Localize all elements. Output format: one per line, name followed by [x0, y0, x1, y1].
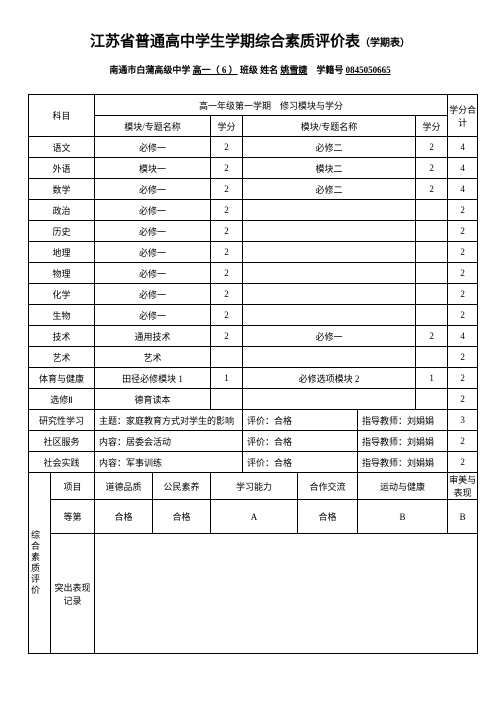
table-row: 外语模块一2模块二24: [29, 158, 478, 179]
outstanding-row: 突出表现记录: [29, 534, 478, 654]
outstanding-content: [95, 534, 478, 654]
assess-header-row: 综合素质评价 项目 道德品质 公民素养 学习能力 合作交流 运动与健康 审美与表…: [29, 473, 478, 500]
table-row: 化学必修一22: [29, 284, 478, 305]
research-row: 研究性学习 主题：家庭教育方式对学生的影响 评价：合格 指导教师：刘娟娟 3: [29, 410, 478, 431]
service-row: 社区服务 内容：居委会活动 评价：合格 指导教师：刘娟娟 2: [29, 431, 478, 452]
col-credit-2: 学分: [416, 116, 448, 137]
practice-row: 社会实践 内容：军事训练 评价：合格 指导教师：刘娟娟 2: [29, 452, 478, 473]
evaluation-table: 科目 高一年级第一学期 修习模块与学分 学分合计 模块/专题名称 学分 模块/专…: [28, 94, 478, 654]
table-row: 政治必修一22: [29, 200, 478, 221]
table-row: 地理必修一22: [29, 242, 478, 263]
subtitle: 南通市白蒲高级中学 高一（ 6 ） 班级 姓名 姚雪婕 学籍号 08450506…: [28, 63, 472, 76]
assess-grade-row: 等第 合格 合格 A 合格 B B: [29, 500, 478, 534]
title-suffix: （学期表）: [360, 38, 410, 49]
student-name: 姚雪婕: [280, 65, 307, 75]
header-semester: 高一年级第一学期 修习模块与学分: [95, 95, 448, 116]
id-label: 学籍号: [316, 65, 343, 75]
class-label: 班级 姓名: [240, 65, 278, 75]
table-row: 历史必修一22: [29, 221, 478, 242]
table-row: 艺术艺术2: [29, 347, 478, 368]
student-id: 0845050665: [346, 65, 391, 75]
page-title: 江苏省普通高中学生学期综合素质评价表（学期表）: [28, 30, 472, 51]
table-row: 数学必修一2必修二24: [29, 179, 478, 200]
col-credit-1: 学分: [211, 116, 243, 137]
outstanding-label: 突出表现记录: [51, 534, 95, 654]
table-row: 语文必修一2必修二24: [29, 137, 478, 158]
assess-vlabel: 综合素质评价: [29, 473, 51, 654]
class-text: 高一（ 6 ）: [193, 65, 238, 75]
header-total: 学分合计: [448, 95, 478, 137]
table-row: 生物必修一22: [29, 305, 478, 326]
header-subject: 科目: [29, 95, 95, 137]
table-row: 物理必修一22: [29, 263, 478, 284]
school-name: 南通市白蒲高级中学: [109, 65, 190, 75]
col-module-2: 模块/专题名称: [243, 116, 416, 137]
col-module-1: 模块/专题名称: [95, 116, 211, 137]
table-row: 体育与健康田径必修模块 11必修选项模块 212: [29, 368, 478, 389]
table-row: 选修Ⅱ德育读本2: [29, 389, 478, 410]
table-row: 技术通用技术2必修一24: [29, 326, 478, 347]
title-main: 江苏省普通高中学生学期综合素质评价表: [90, 34, 360, 50]
